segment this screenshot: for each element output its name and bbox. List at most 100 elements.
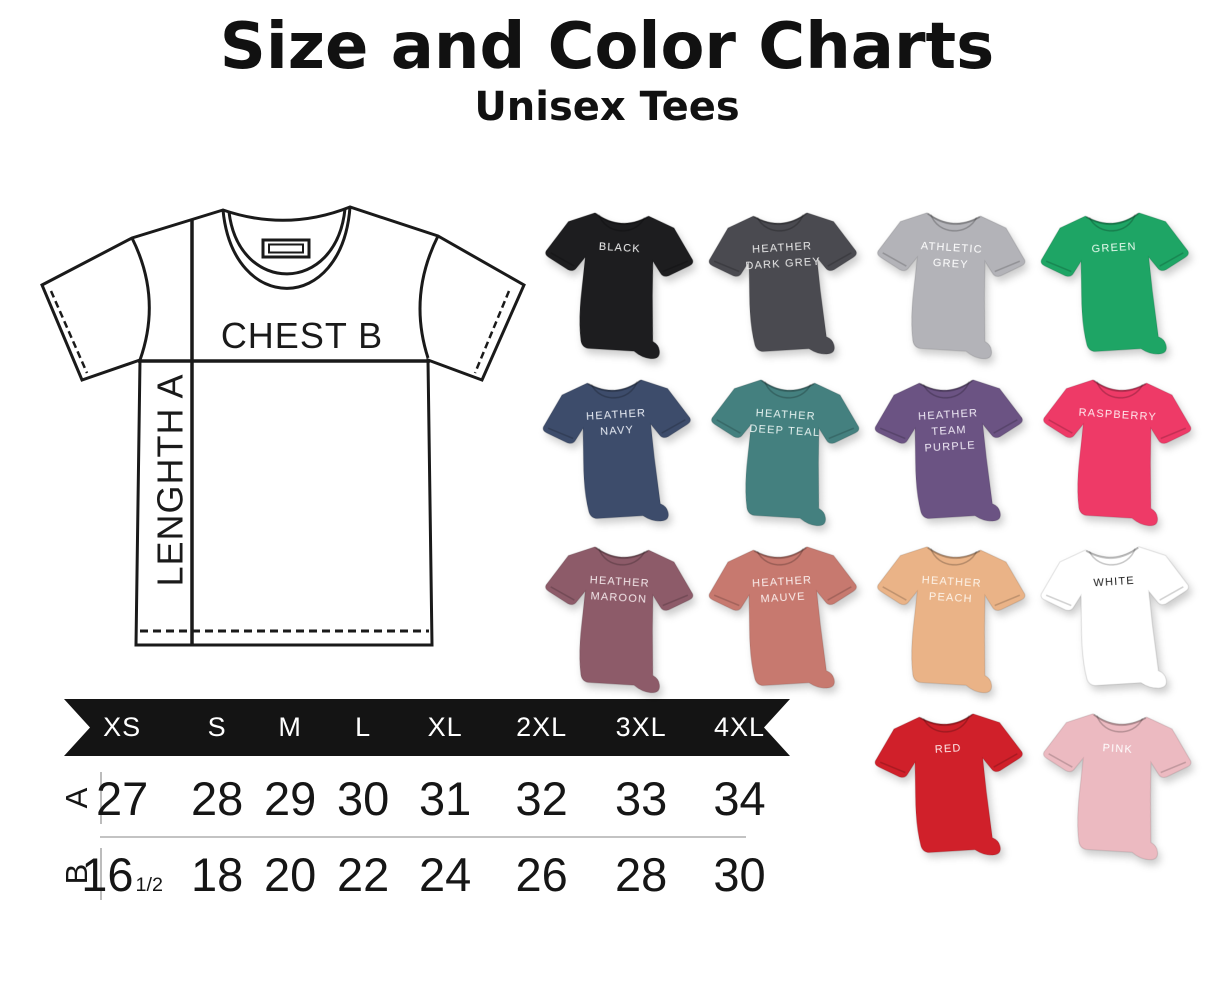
tee-collar-line	[1093, 713, 1147, 726]
tee-color-label: HEATHER TEAM PURPLE	[917, 407, 979, 455]
tee-shape	[874, 713, 1024, 856]
tee-collar-line	[919, 713, 973, 726]
size-row-a: A 27 28 29 30 31 32 33 34	[59, 766, 790, 830]
left-cuff-stitch	[49, 290, 89, 374]
tee-photo: HEATHER MAUVE	[700, 527, 867, 695]
tee-shape	[874, 379, 1024, 522]
size-value: 24	[418, 847, 472, 901]
tee-swatch-heather-navy: HEATHER NAVY	[535, 361, 701, 528]
tee-collar-line	[927, 546, 981, 559]
tee-photo: RASPBERRY	[1032, 360, 1199, 528]
page-subtitle: Unisex Tees	[474, 84, 740, 130]
left-cuff-fold	[713, 594, 740, 607]
tee-collar-inner-line	[1096, 381, 1144, 399]
tee-swatch-red: RED	[867, 695, 1033, 862]
tee-collar-inner-line	[922, 715, 970, 733]
left-cuff-fold	[1048, 753, 1073, 768]
right-cuff-fold	[1160, 761, 1187, 774]
length-measure-label: LENGHTH A	[150, 373, 191, 586]
size-header: XS	[103, 712, 142, 742]
left-cuff-fold	[550, 586, 575, 601]
right-cuff-fold	[1159, 586, 1184, 601]
tee-photo: HEATHER PEACH	[866, 527, 1033, 695]
tee-collar-inner-line	[598, 214, 646, 232]
tee-shape	[1042, 379, 1192, 527]
left-cuff-fold	[550, 252, 575, 267]
tee-collar-inner-line	[764, 381, 812, 399]
size-value: 20	[263, 847, 317, 901]
tee-collar-inner-line	[1088, 214, 1136, 232]
size-header: 4XL	[713, 712, 765, 742]
color-swatch-grid: BLACK HEATHER DARK GREY ATHLETIC GREY GR…	[535, 194, 1199, 862]
size-header: 2XL	[516, 712, 568, 742]
tee-swatch-heather-team-purple: HEATHER TEAM PURPLE	[867, 361, 1033, 528]
size-header: 3XL	[615, 712, 667, 742]
tee-collar-line	[595, 212, 649, 225]
size-value: 22	[336, 847, 390, 901]
tee-photo: HEATHER MAROON	[534, 527, 701, 695]
right-armhole-seam	[418, 235, 440, 359]
tee-collar-line	[595, 546, 649, 559]
tee-swatch-athletic-grey: ATHLETIC GREY	[867, 194, 1033, 361]
right-cuff-fold	[994, 260, 1021, 273]
size-value: 34	[713, 771, 766, 825]
collar-inner-line	[227, 208, 347, 276]
tee-collar-line	[919, 379, 973, 392]
size-row-b: B 16 1/2 18 20 22 24 26 28 30	[59, 842, 790, 906]
left-cuff-fold	[1045, 594, 1072, 607]
tee-collar-line	[587, 379, 641, 392]
size-value: 28	[191, 771, 244, 825]
left-cuff-fold	[882, 586, 907, 601]
tee-swatch-heather-dark-grey: HEATHER DARK GREY	[701, 194, 867, 361]
tee-photo: HEATHER DEEP TEAL	[700, 360, 867, 528]
right-cuff-fold	[1159, 252, 1184, 267]
tee-shape	[544, 546, 694, 694]
tee-photo: RED	[866, 694, 1033, 862]
tee-collar-inner-line	[756, 214, 804, 232]
right-cuff-fold	[661, 419, 686, 434]
tee-swatch-heather-peach: HEATHER PEACH	[867, 528, 1033, 695]
chest-measure-label: CHEST B	[221, 315, 383, 356]
left-cuff-fold	[879, 427, 906, 440]
tee-photo: HEATHER NAVY	[534, 360, 701, 528]
size-value: 29	[263, 771, 317, 825]
tee-collar-inner-line	[756, 548, 804, 566]
size-chart-table: XS S M L XL 2XL 3XL 4XL A 27 28 29 30 31 32 33 34 B 16…	[59, 699, 790, 906]
tee-collar-inner-line	[930, 548, 978, 566]
tee-swatch-black: BLACK	[535, 194, 701, 361]
tee-swatch-heather-deep-teal: HEATHER DEEP TEAL	[701, 361, 867, 528]
header: Size and Color Charts Unisex Tees	[0, 10, 1214, 130]
left-cuff-fold	[882, 252, 907, 267]
tee-collar-line	[1085, 546, 1139, 559]
tee-photo: PINK	[1032, 694, 1199, 862]
tee-swatch-green: GREEN	[1033, 194, 1199, 361]
tee-collar-inner-line	[922, 381, 970, 399]
page-title: Size and Color Charts	[219, 10, 995, 84]
tee-collar-inner-line	[590, 381, 638, 399]
size-value: 27	[95, 771, 149, 825]
left-cuff-fold	[713, 260, 740, 273]
tee-shape	[710, 379, 860, 527]
tee-collar-line	[927, 212, 981, 225]
tee-swatch-heather-mauve: HEATHER MAUVE	[701, 528, 867, 695]
collar-outer-line	[221, 206, 352, 290]
size-value: 18	[191, 847, 244, 901]
size-value: 28	[614, 847, 668, 901]
tee-collar-inner-line	[598, 548, 646, 566]
tee-shape	[542, 379, 692, 522]
left-armhole-seam	[130, 237, 151, 361]
tee-photo: GREEN	[1032, 193, 1199, 361]
tee-shape	[708, 212, 858, 355]
tee-swatch-white: WHITE	[1033, 528, 1199, 695]
tee-swatch-heather-maroon: HEATHER MAROON	[535, 528, 701, 695]
tee-swatch-pink: PINK	[1033, 695, 1199, 862]
size-value: 33	[614, 771, 668, 825]
tee-collar-line	[1085, 212, 1139, 225]
row-b-rule	[100, 848, 102, 900]
right-cuff-fold	[662, 260, 689, 273]
neck-label-tag-inner	[268, 243, 304, 254]
tee-photo: ATHLETIC GREY	[866, 193, 1033, 361]
tee-shape	[876, 546, 1026, 694]
tee-shape	[1040, 212, 1190, 355]
